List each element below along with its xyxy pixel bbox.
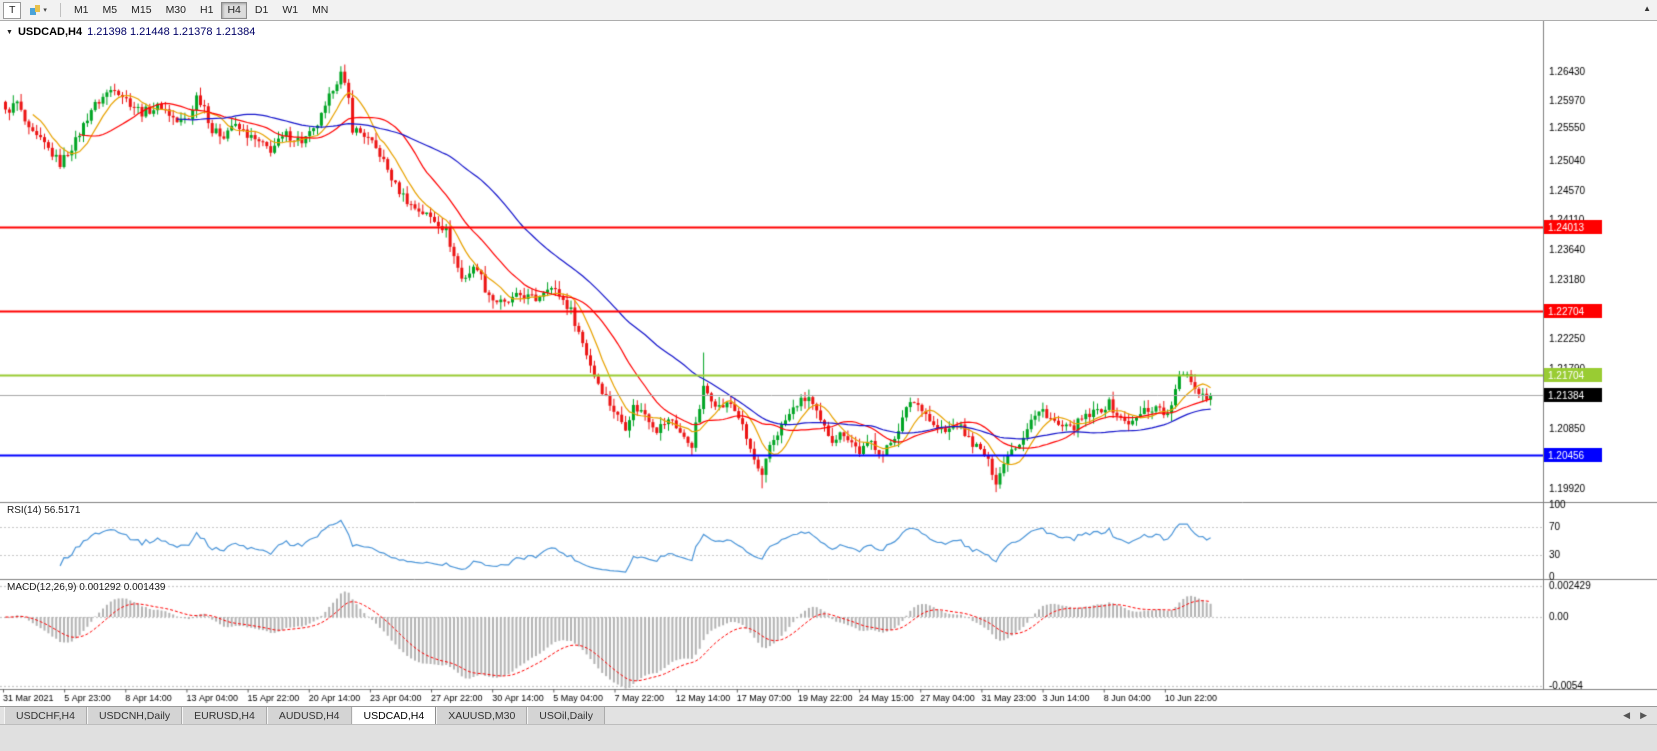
tab-scroll-right-icon[interactable]: ▶ [1640, 710, 1647, 720]
chart-tab-bar: USDCHF,H4 USDCNH,Daily EURUSD,H4 AUDUSD,… [0, 706, 1657, 724]
price-chart-canvas[interactable] [0, 21, 1657, 706]
chart-type-button[interactable]: T [3, 1, 22, 19]
timeframe-button-w1[interactable]: W1 [282, 4, 299, 16]
tab-xauusd-m30[interactable]: XAUUSD,M30 [436, 707, 528, 724]
tab-scroll-left-icon[interactable]: ◀ [1623, 710, 1631, 720]
tab-usdcnh-daily[interactable]: USDCNH,Daily [86, 707, 183, 724]
tab-eurusd-h4[interactable]: EURUSD,H4 [182, 707, 267, 724]
scroll-up-icon[interactable]: ▲ [1643, 4, 1651, 13]
tab-audusd-h4[interactable]: AUDUSD,H4 [266, 707, 352, 724]
tab-usdcad-h4[interactable]: USDCAD,H4 [351, 707, 437, 724]
timeframe-button-m15[interactable]: M15 [131, 4, 152, 16]
tab-scroll-arrows: ◀ ▶ [1623, 707, 1657, 724]
timeframe-button-m30[interactable]: M30 [165, 4, 186, 16]
chart-type-label: T [9, 4, 16, 16]
tab-usoil-daily[interactable]: USOil,Daily [527, 707, 605, 724]
timeframe-button-m1[interactable]: M1 [73, 4, 89, 16]
timeframe-button-m5[interactable]: M5 [102, 4, 118, 16]
brush-icon [29, 4, 41, 16]
timeframe-button-h4[interactable]: H4 [221, 1, 247, 19]
style-tool-button[interactable]: ▾ [23, 2, 53, 19]
timeframe-button-mn[interactable]: MN [312, 4, 329, 16]
dropdown-arrow-icon: ▾ [43, 7, 47, 14]
toolbar-separator [59, 3, 61, 17]
timeframe-button-h1[interactable]: H1 [200, 4, 214, 16]
tab-usdchf-h4[interactable]: USDCHF,H4 [4, 707, 87, 724]
top-toolbar: T ▾ M1 M5 M15 M30 H1 H4 D1 W1 MN ▲ [0, 0, 1657, 21]
status-strip [0, 724, 1657, 751]
timeframe-button-d1[interactable]: D1 [254, 4, 269, 16]
